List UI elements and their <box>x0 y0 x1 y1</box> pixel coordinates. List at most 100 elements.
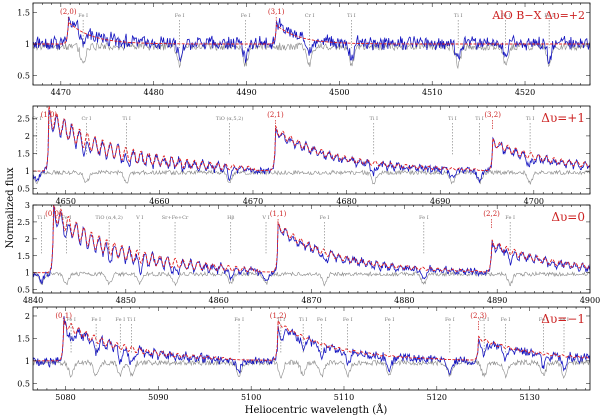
bandhead-label: (3,2) <box>484 111 501 119</box>
line-id-label: Fe I <box>445 317 455 323</box>
line-id-label: Fe I <box>559 317 569 323</box>
line-id-label: V I <box>261 215 269 221</box>
bandhead-label: (1,2) <box>270 312 287 320</box>
x-tick-label: 5110 <box>334 393 354 402</box>
x-tick-label: 5120 <box>427 393 447 402</box>
line-id-label: Fe I <box>385 317 395 323</box>
x-tick-label: 4880 <box>394 296 414 305</box>
x-tick-label: 5090 <box>148 393 168 402</box>
x-tick-label: 4480 <box>144 88 164 97</box>
x-axis-label: Heliocentric wavelength (Å) <box>245 404 388 416</box>
line-id-label: Cr I <box>32 116 42 122</box>
line-id-label: Fe I <box>505 215 515 221</box>
y-tick-label: 1.5 <box>17 8 30 17</box>
bandhead-label: (3,1) <box>268 8 285 16</box>
y-tick-label: 1 <box>25 357 30 366</box>
y-tick-label: 1 <box>25 40 30 49</box>
y-tick-label: 1 <box>25 269 30 278</box>
line-id-label: Fe I <box>544 13 554 19</box>
bandhead-label: (0,0) <box>45 210 62 218</box>
panel-2: Cr I Cr I Ti I TiO (α,5,2) Ti I Ti I Ti I Ti I(… <box>17 105 591 206</box>
x-tick-label: 4470 <box>51 88 71 97</box>
y-tick-label: 1 <box>25 167 30 176</box>
line-id-label: Hβ <box>227 215 234 221</box>
panel-title: Δυ=0 <box>551 210 585 224</box>
panel-3: Ti I Fe I TiO (α,4,2) V I Sr+Fe+Cr Hβ V I Fe I F… <box>17 201 600 305</box>
line-id-label: Fe I <box>234 317 244 323</box>
x-tick-label: 4490 <box>236 88 256 97</box>
y-tick-label: 0.5 <box>17 379 30 388</box>
line-id-label: Cr I <box>81 116 91 122</box>
bandhead-label: (2,1) <box>267 111 284 119</box>
line-id-label: Fe I <box>501 13 511 19</box>
x-tick-label: 4650 <box>56 197 76 206</box>
panel-plot-area <box>33 316 590 379</box>
panel-1: Fe I Fe I Fe I Cr I Ti I Ti I Fe I Fe I(2,0) (3,… <box>17 2 591 97</box>
line-id-label: Fe I <box>62 215 72 221</box>
line-id-label: Sr+Fe+Cr <box>162 215 189 221</box>
line-id-label: TiO (α,5,2) <box>216 115 243 122</box>
reference-spectrum-line <box>33 41 590 70</box>
reference-spectrum-line <box>33 169 590 185</box>
y-tick-label: 2.5 <box>17 218 30 227</box>
x-tick-label: 4660 <box>149 197 169 206</box>
x-tick-label: 5130 <box>519 393 539 402</box>
line-id-label: Ti I <box>448 116 457 122</box>
line-id-label: V I <box>135 215 143 221</box>
panel-plot-area <box>33 16 590 70</box>
x-tick-label: 4860 <box>208 296 228 305</box>
y-tick-label: 1.5 <box>17 252 30 261</box>
line-id-label: Fe I <box>320 215 330 221</box>
y-tick-label: 0.5 <box>17 72 30 81</box>
reference-spectrum-line <box>33 358 590 379</box>
line-id-label: Ti I <box>454 13 463 19</box>
y-tick-label: 1.5 <box>17 150 30 159</box>
model-spectrum-line <box>33 318 590 362</box>
line-id-label: Fe I <box>539 317 549 323</box>
observed-spectrum-line <box>33 109 590 183</box>
line-id-label: Fe I <box>343 317 353 323</box>
line-id-label: Fe I <box>91 317 101 323</box>
y-tick-label: 0.5 <box>17 286 30 295</box>
line-id-label: Ti I <box>277 317 286 323</box>
x-tick-label: 4510 <box>422 88 442 97</box>
panels-group: Fe I Fe I Fe I Cr I Ti I Ti I Fe I Fe I(2,0) (3,… <box>17 2 600 402</box>
bandhead-label: (1,0) <box>41 111 58 119</box>
observed-spectrum-line <box>33 316 590 375</box>
x-tick-label: 4500 <box>329 88 349 97</box>
bandhead-label: (2,3) <box>470 312 487 320</box>
panel-frame <box>32 105 591 195</box>
model-spectrum-line <box>33 205 590 274</box>
x-tick-label: 4900 <box>580 296 600 305</box>
x-tick-label: 4700 <box>524 197 544 206</box>
y-tick-label: 2.5 <box>17 114 30 123</box>
y-axis-label: Normalized flux <box>5 167 16 248</box>
line-id-label: Ti I <box>127 317 136 323</box>
x-tick-label: 4850 <box>116 296 136 305</box>
panel-plot-area <box>33 106 590 185</box>
x-tick-label: 4680 <box>336 197 356 206</box>
line-id-label: Fe I <box>78 13 88 19</box>
observed-spectrum-line <box>33 205 590 285</box>
panel-plot-area <box>33 205 590 287</box>
line-id-label: Ti I <box>37 215 46 221</box>
x-tick-label: 5100 <box>241 393 261 402</box>
line-id-label: Cr I <box>305 13 315 19</box>
x-tick-label: 4520 <box>515 88 535 97</box>
panel-title: AlO B−X Δυ=+2 <box>491 9 585 22</box>
bandhead-label: (2,2) <box>483 210 500 218</box>
line-id-label: Fe I <box>317 317 327 323</box>
line-id-label: Fe I <box>66 317 76 323</box>
y-tick-label: 3 <box>25 201 30 210</box>
reference-spectrum-line <box>33 270 590 287</box>
line-id-label: Fe I <box>501 317 511 323</box>
bandhead-label: (1,1) <box>270 210 287 218</box>
y-tick-label: 2 <box>25 312 30 321</box>
line-id-label: Ti I <box>475 116 484 122</box>
panel-4: Fe I Fe I Fe I Ti I Fe I Ti I Ti I Fe I Fe I Fe I… <box>17 306 591 402</box>
x-tick-label: 4840 <box>23 296 43 305</box>
line-id-label: Ti I <box>122 116 131 122</box>
x-tick-label: 4670 <box>243 197 263 206</box>
x-tick-label: 4870 <box>301 296 321 305</box>
